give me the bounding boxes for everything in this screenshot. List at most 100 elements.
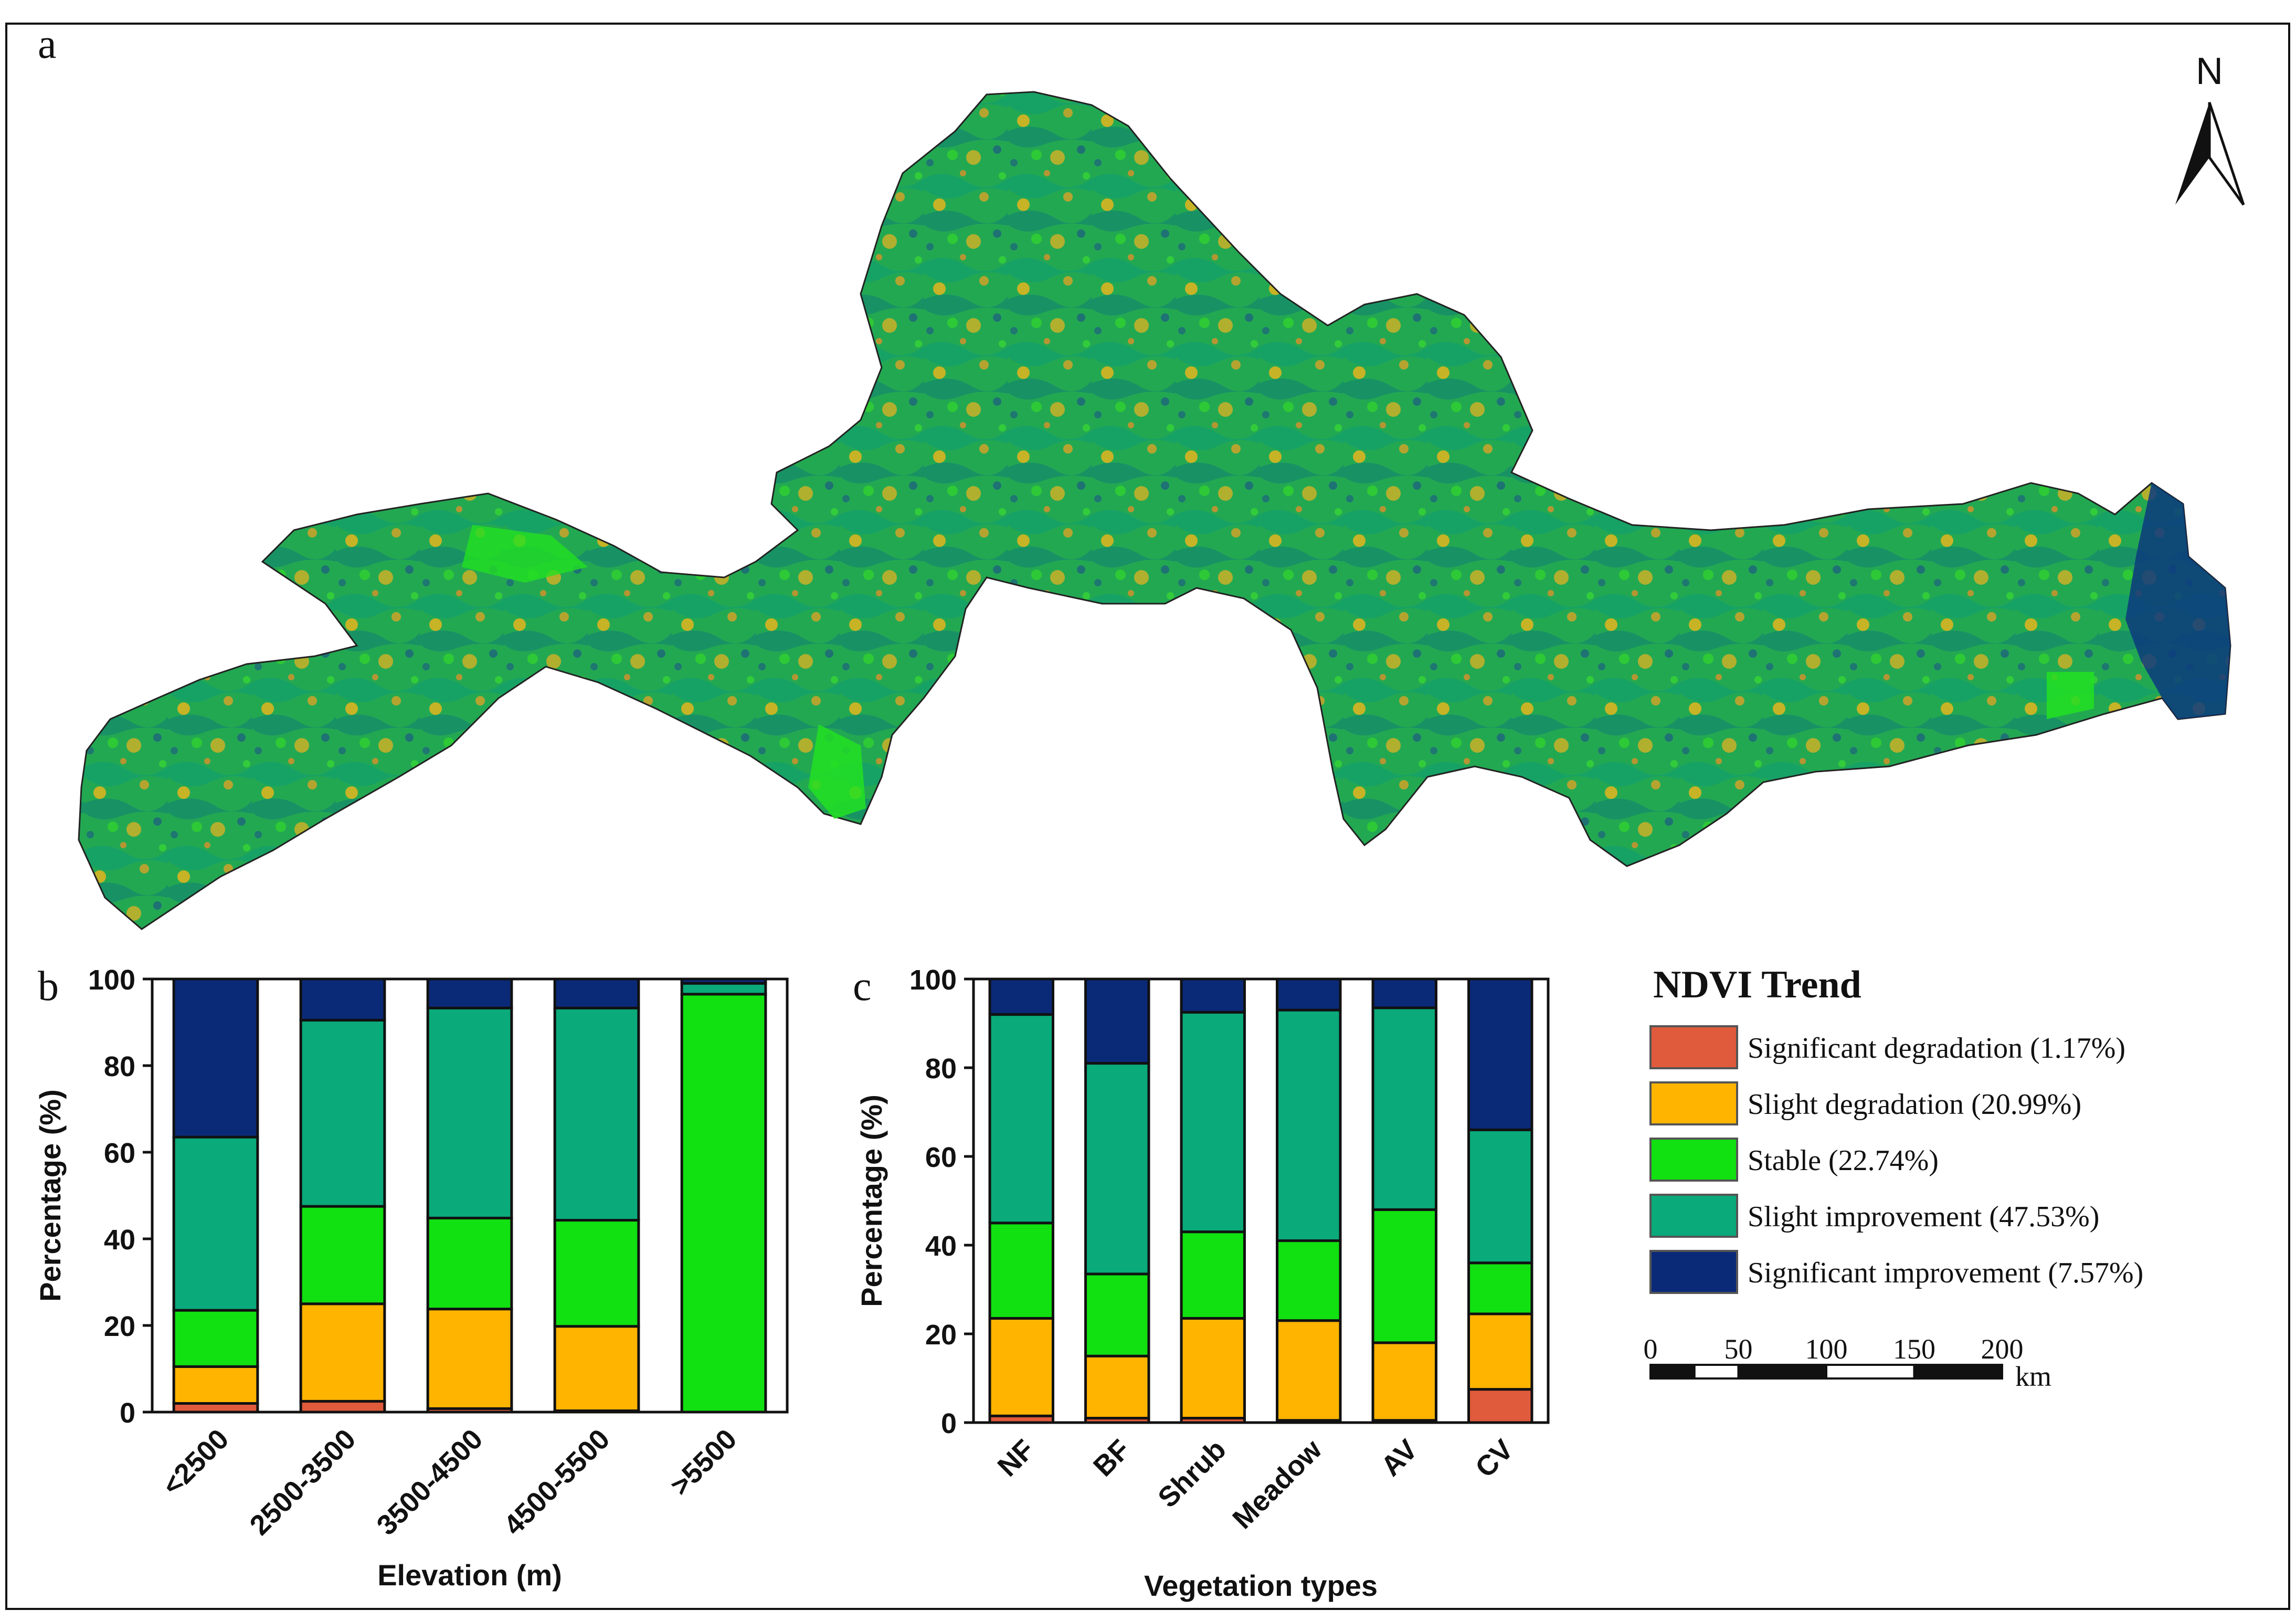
bar-5500-significant-improvement [680,977,767,985]
scale-bar-tick-label: 100 [1805,1333,1848,1365]
y-tick-label: 40 [925,1230,957,1262]
bar-5500-slight-improvement [680,982,767,996]
scale-bar-tick-label: 150 [1893,1333,1935,1365]
bar-av-significant-improvement [1371,977,1437,1009]
y-tick-label: 60 [925,1142,957,1173]
panel-label-c: c [853,963,872,1009]
legend-item-label: Slight degradation (20.99%) [1748,1088,2081,1121]
scale-bar-tick-label: 200 [1981,1333,2024,1365]
bar-cv-significant-degradation [1467,1388,1533,1424]
bar-3500-4500-significant-improvement [426,977,513,1009]
bar-meadow-significant-improvement [1276,977,1342,1012]
y-tick-label: 100 [909,964,957,996]
x-tick-label: AV [1375,1434,1424,1482]
ndvi-trend-map [78,91,2231,930]
stable-patch-west [462,525,588,583]
plot-area [972,977,1550,1424]
y-tick-label: 40 [104,1224,135,1256]
bar-2500-3500-slight-degradation [299,1302,386,1403]
x-tick-label: 4500-5500 [498,1423,616,1541]
bar-nf-stable [988,1222,1054,1320]
bar-2500-3500-stable [299,1205,386,1306]
bar-shrub-slight-improvement [1180,1011,1246,1234]
bar-shrub-slight-degradation [1180,1317,1246,1420]
x-tick-label: <2500 [156,1423,235,1502]
x-tick-label: >5500 [664,1423,743,1502]
scale-bar-segment [1649,1364,1696,1380]
bar-2500-3500-slight-improvement [299,1018,386,1208]
legend-swatch-significant-improvement [1649,1250,1738,1294]
bar-2500-3500-significant-degradation [299,1399,386,1414]
bar-3500-4500-slight-degradation [426,1308,513,1410]
bar-meadow-slight-improvement [1276,1008,1342,1243]
scale-bar-tick-label: 0 [1644,1333,1658,1365]
scale-bar-tick-label: 50 [1724,1333,1753,1365]
scale-bar-segment [1825,1364,1916,1380]
study-area-region [78,91,2231,930]
bar-2500-stable [172,1309,259,1368]
north-label: N [2196,50,2223,92]
north-arrow-left-icon [2175,102,2209,205]
bar-meadow-stable [1276,1239,1342,1322]
bar-4500-5500-stable [553,1219,640,1328]
panel-label-a: a [38,21,57,67]
scale-bar-segment [1693,1364,1740,1380]
x-tick-label: 3500-4500 [371,1423,489,1541]
legend: NDVI Trend Significant degradation (1.17… [1649,963,2143,1294]
y-axis-label: Percentage (%) [855,1094,888,1307]
legend-swatch-stable [1649,1138,1738,1182]
north-arrow: N [2175,50,2245,206]
bar-3500-4500-slight-improvement [426,1006,513,1219]
bar-cv-slight-degradation [1467,1312,1533,1391]
bar-cv-significant-improvement [1467,977,1533,1131]
bar-2500-slight-improvement [172,1135,259,1312]
bar-av-slight-degradation [1371,1341,1437,1422]
chart-elevation: 0 20 40 60 80 100 Percentage (%) Elevation (m) <… [34,964,789,1592]
scale-bar-segment [1737,1364,1827,1380]
stable-patch-east [2047,672,2094,719]
scale-bar-unit: km [2015,1361,2051,1392]
bar-bf-significant-improvement [1084,977,1150,1065]
scale-bar-segment [1913,1364,2003,1380]
bar-nf-significant-improvement [988,977,1054,1016]
bar-4500-5500-slight-degradation [553,1325,640,1413]
bar-shrub-significant-improvement [1180,977,1246,1014]
bar-meadow-slight-degradation [1276,1319,1342,1422]
bar-bf-slight-improvement [1084,1062,1150,1276]
bar-cv-stable [1467,1261,1533,1315]
y-axis-label: Percentage (%) [34,1089,67,1302]
legend-item-label: Slight improvement (47.53%) [1748,1201,2099,1233]
bar-nf-slight-degradation [988,1317,1054,1417]
y-tick-label: 20 [925,1319,957,1351]
legend-item-label: Significant degradation (1.17%) [1748,1032,2125,1065]
bar-bf-slight-degradation [1084,1354,1150,1420]
bar-av-stable [1371,1208,1437,1344]
legend-item-label: Stable (22.74%) [1748,1144,1939,1177]
y-tick-label: 100 [88,964,135,996]
y-tick-label: 20 [104,1311,135,1342]
bar-nf-slight-improvement [988,1013,1054,1225]
y-tick-label: 80 [104,1051,135,1082]
north-arrow-right-icon [2208,102,2245,206]
bar-av-slight-improvement [1371,1006,1437,1211]
x-tick-label: Shrub [1152,1434,1232,1514]
bar-2500-3500-significant-improvement [299,977,386,1022]
x-axis-label: Vegetation types [1144,1569,1378,1602]
legend-swatch-slight-improvement [1649,1194,1738,1238]
chart-vegetation: 0 20 40 60 80 100 Percentage (%) Vegetation typ… [855,964,1550,1602]
x-axis-label: Elevation (m) [377,1559,562,1592]
bar-shrub-stable [1180,1230,1246,1320]
bar-2500-slight-degradation [172,1365,259,1405]
x-tick-label: 2500-3500 [244,1423,362,1541]
y-tick-label: 0 [941,1408,957,1439]
bar-cv-slight-improvement [1467,1128,1533,1265]
bar-2500-significant-improvement [172,977,259,1139]
stable-patch-southwest [808,724,866,819]
significant-improvement-patch [2125,483,2230,719]
x-tick-label: Meadow [1226,1433,1328,1535]
legend-title: NDVI Trend [1653,963,1861,1006]
legend-item-label: Significant improvement (7.57%) [1748,1257,2143,1289]
bar-4500-5500-significant-improvement [553,977,640,1009]
